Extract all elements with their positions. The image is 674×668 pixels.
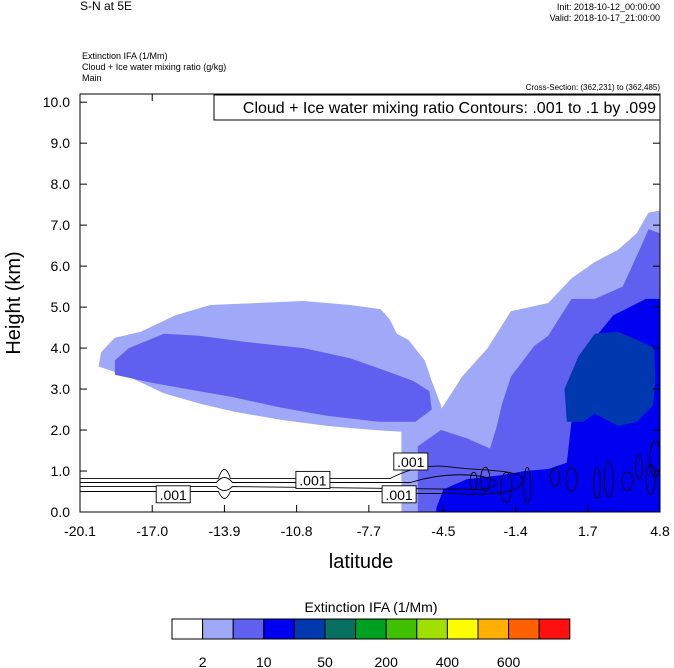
colorbar-tick-label-2: 50 bbox=[317, 654, 333, 668]
colorbar-swatch-9 bbox=[446, 618, 479, 640]
contour-info-box: Cloud + Ice water mixing ratio Contours:… bbox=[213, 94, 661, 121]
colorbar-swatch-11 bbox=[508, 618, 540, 640]
x-tick-label-6: -1.4 bbox=[504, 523, 528, 539]
contour-label-text-3: .001 bbox=[385, 487, 412, 503]
colorbar-tick-label-4: 400 bbox=[436, 654, 460, 668]
colorbar-swatch-4 bbox=[293, 618, 326, 640]
y-tick-label-10: 10.0 bbox=[43, 94, 70, 110]
y-tick-label-5: 5.0 bbox=[51, 299, 71, 315]
mixing-ratio-contour-loop-0 bbox=[469, 471, 478, 491]
contour-label-3: .001 bbox=[381, 485, 417, 504]
colorbar-swatch-0 bbox=[171, 618, 204, 640]
field-line-mixing-ratio: Cloud + Ice water mixing ratio (g/kg) bbox=[82, 62, 227, 72]
mixing-ratio-contour-loop-11 bbox=[649, 440, 660, 478]
x-tick-label-1: -17.0 bbox=[136, 523, 168, 539]
extinction-fill-200-0 bbox=[564, 331, 656, 426]
y-tick-label-6: 6.0 bbox=[51, 258, 71, 274]
x-tick-label-8: 4.8 bbox=[650, 523, 670, 539]
y-tick-label-9: 9.0 bbox=[51, 135, 71, 151]
contour-label-2: .001 bbox=[393, 452, 429, 471]
y-tick-label-8: 8.0 bbox=[51, 176, 71, 192]
contour-label-layer: .001 .001 .001 .001 bbox=[155, 452, 429, 504]
y-axis: 0.0 1.0 2.0 3.0 4.0 5.0 6.0 7.0 8.0 9.0 10.0 bbox=[43, 94, 660, 520]
x-tick-label-5: -4.5 bbox=[431, 523, 455, 539]
x-axis-label: latitude bbox=[329, 551, 394, 573]
mixing-ratio-contour-loop-4 bbox=[550, 467, 561, 487]
x-tick-label-2: -13.9 bbox=[208, 523, 240, 539]
colorbar-label: Extinction IFA (1/Mm) bbox=[304, 599, 437, 615]
contour-label-text-2: .001 bbox=[397, 454, 424, 470]
colorbar-swatch-6 bbox=[355, 618, 387, 640]
colorbar-swatch-10 bbox=[477, 618, 510, 640]
y-tick-label-2: 2.0 bbox=[51, 422, 71, 438]
mixing-ratio-contour-1 bbox=[80, 474, 497, 492]
init-time: Init: 2018-10-12_00:00:00 bbox=[556, 2, 660, 12]
mixing-ratio-contour-0 bbox=[80, 465, 523, 499]
mixing-ratio-contour-loop-7 bbox=[603, 460, 614, 498]
cross-section-label: Cross-Section: (362,231) to (362,485) bbox=[525, 83, 660, 92]
contour-label-1: .001 bbox=[295, 470, 331, 489]
colorbar-swatch-5 bbox=[324, 618, 357, 640]
colorbar-swatch-2 bbox=[232, 618, 265, 640]
colorbar-tick-label-5: 600 bbox=[497, 654, 521, 668]
plot-title: S-N at 5E bbox=[80, 0, 133, 13]
extinction-fill-10-0 bbox=[114, 333, 432, 422]
colorbar-tick-label-0: 2 bbox=[199, 654, 207, 668]
colorbar-tick-label-1: 10 bbox=[256, 654, 272, 668]
colorbar-swatch-3 bbox=[263, 618, 295, 640]
colorbar-tick-label-3: 200 bbox=[375, 654, 399, 668]
colorbar: 2 10 50 200 400 600 bbox=[171, 618, 571, 668]
fill-layer bbox=[98, 210, 660, 512]
mixing-ratio-contour-loop-6 bbox=[593, 467, 602, 499]
mixing-ratio-contour-loop-2 bbox=[500, 471, 513, 503]
colorbar-swatch-12 bbox=[538, 618, 571, 640]
contour-info-text: Cloud + Ice water mixing ratio Contours:… bbox=[243, 100, 656, 117]
mixing-ratio-contour-loop-3 bbox=[523, 466, 532, 504]
x-tick-label-7: 1.7 bbox=[578, 523, 598, 539]
field-line-main: Main bbox=[82, 73, 102, 83]
contour-label-0: .001 bbox=[155, 485, 191, 504]
contour-label-text-0: .001 bbox=[160, 487, 187, 503]
field-line-extinction: Extinction IFA (1/Mm) bbox=[82, 51, 168, 61]
colorbar-swatch-8 bbox=[416, 618, 448, 640]
mixing-ratio-contour-loop-1 bbox=[480, 466, 491, 492]
valid-time: Valid: 2018-10-17_21:00:00 bbox=[549, 13, 660, 23]
mixing-ratio-contour-loop-8 bbox=[621, 471, 634, 491]
y-tick-label-7: 7.0 bbox=[51, 217, 71, 233]
colorbar-swatch-1 bbox=[202, 618, 234, 640]
y-axis-label: Height (km) bbox=[3, 251, 25, 354]
mixing-ratio-contour-loop-5 bbox=[565, 466, 578, 492]
colorbar-swatch-7 bbox=[385, 618, 418, 640]
x-tick-label-4: -7.7 bbox=[357, 523, 381, 539]
mixing-ratio-contour-loop-9 bbox=[635, 454, 643, 480]
x-tick-label-3: -10.8 bbox=[281, 523, 313, 539]
y-tick-label-1: 1.0 bbox=[51, 463, 71, 479]
x-tick-label-0: -20.1 bbox=[64, 523, 96, 539]
y-tick-label-3: 3.0 bbox=[51, 381, 71, 397]
y-tick-label-0: 0.0 bbox=[51, 504, 71, 520]
contour-layer bbox=[80, 440, 660, 504]
plot-frame bbox=[79, 93, 661, 513]
mixing-ratio-contour-loop-10 bbox=[645, 463, 656, 495]
y-tick-label-4: 4.0 bbox=[51, 340, 71, 356]
contour-label-text-1: .001 bbox=[299, 472, 326, 488]
